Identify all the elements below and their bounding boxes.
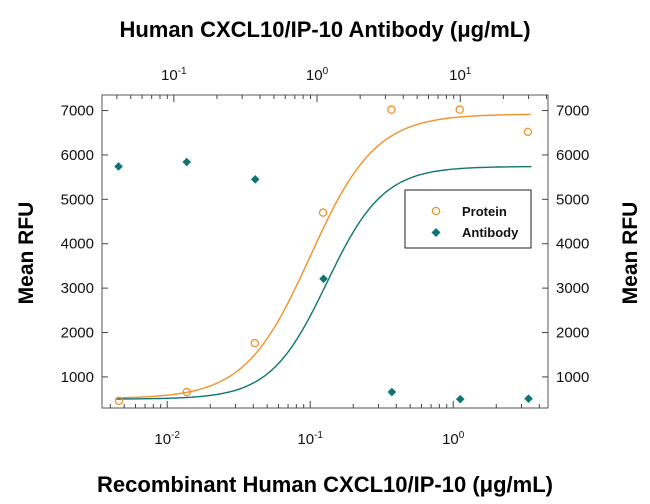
y-tick-label-left: 7000 xyxy=(61,103,94,120)
x-tick-label: 100 xyxy=(442,430,465,448)
legend: Protein Antibody xyxy=(404,189,532,249)
y-tick-label-right: 5000 xyxy=(556,191,589,208)
y-tick-label-right: 3000 xyxy=(556,280,589,297)
top-x-tick-label: 101 xyxy=(449,66,472,84)
legend-protein-marker xyxy=(431,206,441,216)
y-tick-label-left: 5000 xyxy=(61,191,94,208)
protein-point xyxy=(250,338,260,348)
antibody-point xyxy=(319,274,328,284)
axes: 10-2 10-1 100 10-1 100 101 1000 1000 2000 2000 300… xyxy=(61,66,590,448)
protein-point xyxy=(182,387,192,397)
fit-curves xyxy=(115,113,532,400)
y-axis-label-right: Mean RFU xyxy=(619,202,642,305)
legend-antibody-label: Antibody xyxy=(462,225,519,240)
y-axis-label-left: Mean RFU xyxy=(15,202,38,305)
y-tick-label-right: 1000 xyxy=(556,369,589,386)
y-tick-label-left: 4000 xyxy=(61,236,94,253)
y-tick-label-right: 6000 xyxy=(556,147,589,164)
protein-point xyxy=(114,396,124,406)
antibody-point xyxy=(114,162,123,171)
antibody-point xyxy=(182,157,192,167)
x-axis-label: Recombinant Human CXCL10/IP-10 (μg/mL) xyxy=(97,472,553,497)
chart-title: Human CXCL10/IP-10 Antibody (μg/mL) xyxy=(119,17,530,42)
antibody-point xyxy=(524,394,533,403)
protein-point xyxy=(455,105,464,114)
antibody-point xyxy=(387,387,397,397)
protein-point xyxy=(318,208,328,217)
y-tick-label-right: 7000 xyxy=(556,103,589,120)
top-x-tick-label: 100 xyxy=(306,66,329,84)
antibody-fit-curve xyxy=(115,165,532,400)
antibody-point xyxy=(250,175,260,184)
protein-fit-curve xyxy=(116,113,531,399)
legend-box xyxy=(404,189,532,249)
protein-point xyxy=(387,105,396,114)
legend-protein-label: Protein xyxy=(462,204,507,219)
y-tick-label-left: 1000 xyxy=(61,369,94,386)
data-points xyxy=(114,105,533,406)
protein-point xyxy=(523,127,533,137)
y-tick-label-right: 2000 xyxy=(556,325,589,342)
top-x-tick-label: 10-1 xyxy=(161,66,187,84)
legend-antibody-marker xyxy=(431,228,441,237)
plot-frame xyxy=(101,94,549,409)
y-tick-label-left: 3000 xyxy=(61,280,94,297)
y-tick-label-right: 4000 xyxy=(556,236,589,253)
x-tick-label: 10-1 xyxy=(297,430,323,448)
y-tick-label-left: 2000 xyxy=(61,325,94,342)
antibody-point xyxy=(455,394,465,404)
y-tick-label-left: 6000 xyxy=(61,147,94,164)
x-tick-label: 10-2 xyxy=(154,430,180,448)
